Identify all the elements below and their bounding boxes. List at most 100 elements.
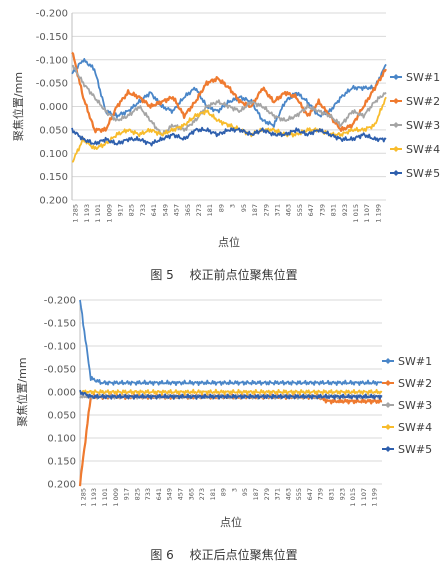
x-tick-label: 181 — [209, 488, 217, 500]
chart-svg-after: -0.200 -0.150 -0.100 -0.050 0.000 0.050 0.100 0… — [15, 296, 432, 530]
y-tick-label: -0.200 — [36, 9, 68, 20]
x-tick-label: 187 — [252, 488, 260, 500]
y-tick-label: -0.150 — [44, 319, 76, 330]
y-tick-label: 0.100 — [47, 434, 76, 445]
x-tick-label: 1 285 — [79, 488, 87, 507]
x-tick-label: 641 — [150, 204, 158, 216]
x-tick-label: 1 101 — [101, 488, 109, 507]
legend-marker — [385, 402, 391, 408]
legend-item: SW#1 — [382, 355, 432, 368]
x-tick-label: 1 009 — [105, 204, 113, 223]
x-tick-label: 273 — [195, 204, 203, 216]
x-tick-label: 181 — [206, 204, 214, 216]
legend-item: SW#5 — [382, 443, 432, 456]
x-tick-label: 89 — [217, 204, 225, 212]
legend-item: SW#3 — [390, 119, 440, 132]
series-line-1 — [71, 58, 387, 128]
x-tick-label: 923 — [338, 488, 346, 500]
x-tick-label: 371 — [274, 488, 282, 500]
x-tick-label: 733 — [144, 488, 152, 500]
x-axis-title: 点位 — [220, 515, 242, 529]
x-tick-label: 1 009 — [112, 488, 120, 507]
legend-marker — [393, 170, 399, 176]
x-tick-label: 365 — [184, 204, 192, 216]
legend-marker — [393, 122, 399, 128]
series-line-5 — [71, 126, 387, 147]
legend-marker — [385, 358, 391, 364]
x-tick-label: 3 — [230, 488, 238, 492]
legend-label: SW#3 — [398, 399, 432, 412]
legend-marker — [385, 380, 391, 386]
x-tick-label: 1 015 — [352, 204, 360, 223]
x-tick-label: 825 — [128, 204, 136, 216]
x-tick-label: 89 — [220, 488, 228, 496]
x-tick-label: 187 — [251, 204, 259, 216]
x-tick-label: 463 — [285, 204, 293, 216]
legend-label: SW#1 — [398, 355, 432, 368]
legend-label: SW#2 — [398, 377, 432, 390]
x-tick-label: 917 — [116, 204, 124, 216]
y-axis-title: 聚焦位置/mm — [15, 357, 29, 426]
y-tick-label: -0.200 — [44, 296, 76, 307]
y-tick-label: -0.150 — [36, 32, 68, 43]
legend-marker — [393, 98, 399, 104]
x-tick-label: 1 101 — [94, 204, 102, 223]
x-tick-label: 371 — [273, 204, 281, 216]
x-tick-label: 647 — [306, 488, 314, 500]
x-tick-label: 647 — [307, 204, 315, 216]
x-tick-label: 549 — [161, 204, 169, 216]
legend-marker — [385, 446, 391, 452]
x-tick-label: 1 107 — [360, 488, 368, 507]
legend-marker — [385, 424, 391, 430]
chart-after-correction: -0.200 -0.150 -0.100 -0.050 0.000 0.050 0.100 0… — [0, 288, 448, 567]
y-tick-label: 0.000 — [47, 388, 76, 399]
x-tick-label: 549 — [166, 488, 174, 500]
legend-item: SW#4 — [390, 143, 440, 156]
x-tick-label: 641 — [155, 488, 163, 500]
x-tick-label: 555 — [296, 204, 304, 216]
x-tick-label: 95 — [241, 488, 249, 496]
x-axis-title: 点位 — [218, 235, 240, 249]
legend-label: SW#2 — [406, 95, 440, 108]
x-tick-label: 279 — [262, 204, 270, 216]
x-tick-label: 923 — [341, 204, 349, 216]
x-tick-label: 463 — [284, 488, 292, 500]
x-tick-label: 555 — [295, 488, 303, 500]
x-tick-label: 1 199 — [371, 488, 379, 507]
legend-item: SW#1 — [390, 71, 440, 84]
legend-label: SW#3 — [406, 119, 440, 132]
y-tick-label: 0.200 — [47, 480, 76, 491]
y-tick-label: -0.050 — [44, 365, 76, 376]
y-tick-label: -0.100 — [44, 342, 76, 353]
series-line-4 — [79, 388, 383, 396]
y-tick-label: 0.100 — [39, 149, 68, 160]
x-tick-label: 95 — [240, 204, 248, 212]
chart-svg-before: -0.200 -0.150 -0.100 -0.050 0.000 0.050 0.100 0… — [11, 9, 440, 250]
x-tick-label: 917 — [123, 488, 131, 500]
series-line-2 — [71, 51, 387, 134]
x-tick-label: 733 — [139, 204, 147, 216]
y-tick-label: 0.000 — [39, 102, 68, 113]
y-tick-label: 0.050 — [39, 125, 68, 136]
legend-item: SW#2 — [390, 95, 440, 108]
y-tick-label: 0.050 — [47, 411, 76, 422]
x-tick-label: 739 — [317, 488, 325, 500]
x-tick-label: 1 193 — [83, 204, 91, 223]
x-tick-label: 825 — [133, 488, 141, 500]
x-tick-label: 1 193 — [90, 488, 98, 507]
y-tick-label: 0.200 — [39, 196, 68, 207]
x-tick-label: 1 015 — [349, 488, 357, 507]
series-line-5 — [79, 389, 383, 400]
legend-item: SW#4 — [382, 421, 432, 434]
chart-before-correction: -0.200 -0.150 -0.100 -0.050 0.000 0.050 0.100 0… — [11, 9, 440, 283]
series-line-3 — [71, 64, 387, 137]
figure-caption-after: 图 6 校正后点位聚焦位置 — [150, 548, 298, 562]
y-tick-label: -0.100 — [36, 55, 68, 66]
y-axis-title: 聚焦位置/mm — [11, 72, 25, 141]
y-tick-label: -0.050 — [36, 79, 68, 90]
legend-label: SW#1 — [406, 71, 440, 84]
figure-caption-before: 图 5 校正前点位聚焦位置 — [150, 268, 298, 282]
legend-label: SW#5 — [398, 443, 432, 456]
x-tick-label: 3 — [229, 204, 237, 208]
x-tick-label: 457 — [173, 204, 181, 216]
